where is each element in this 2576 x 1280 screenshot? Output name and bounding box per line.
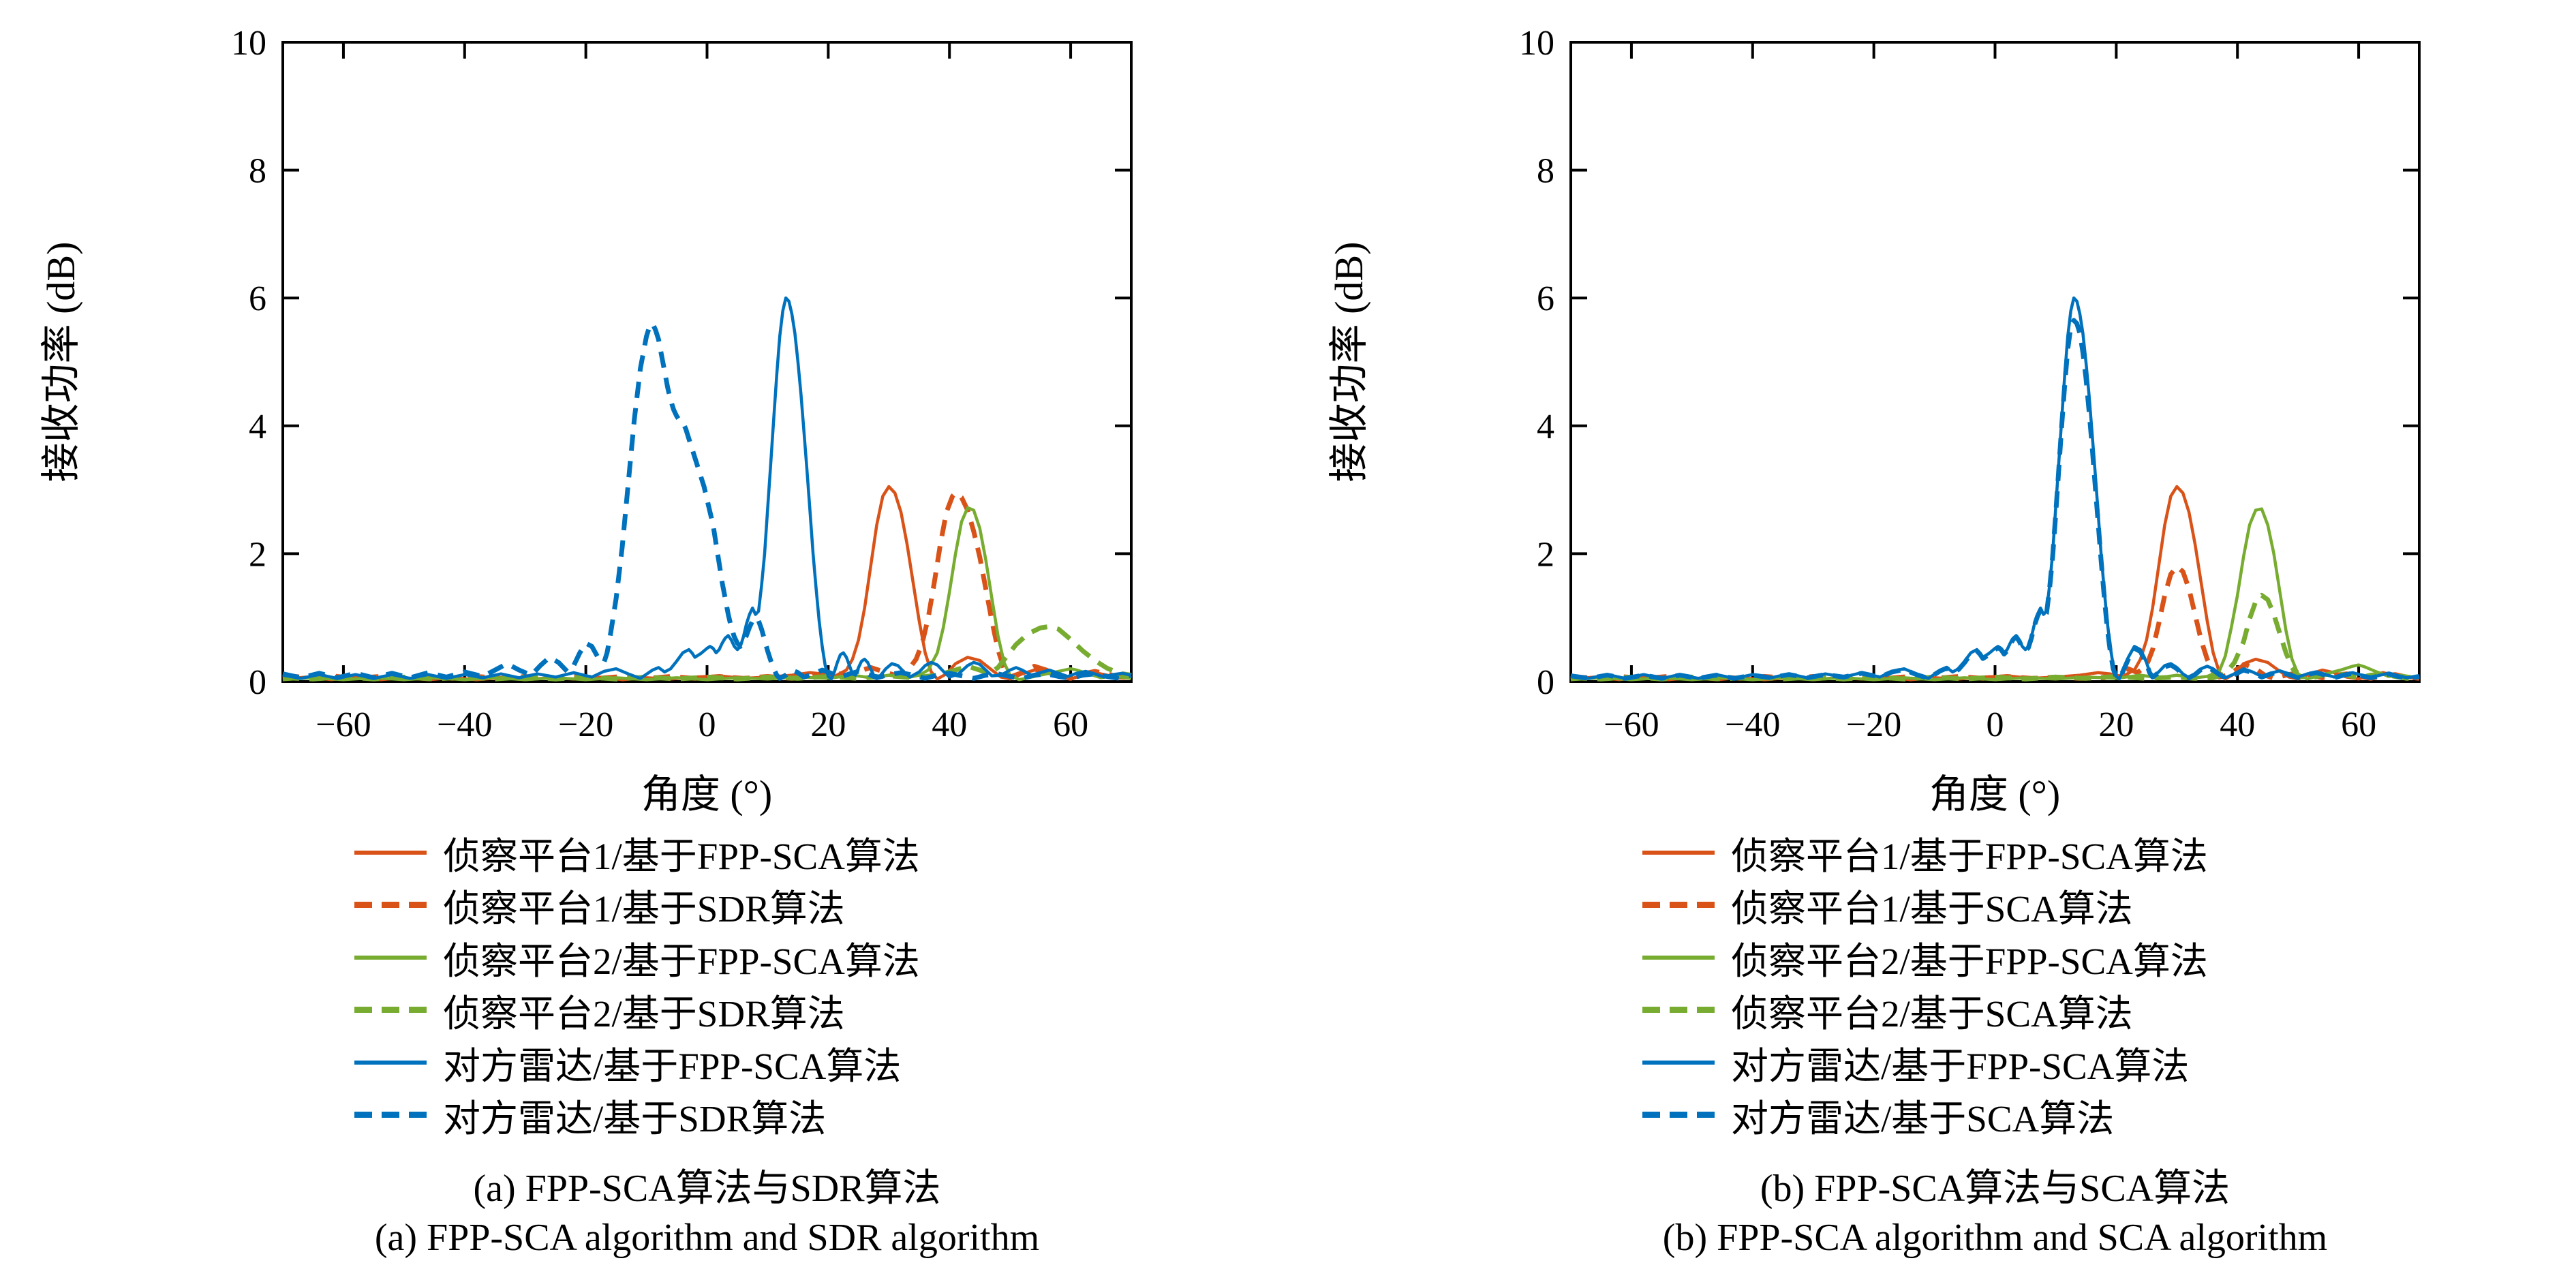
legend-label: 侦察平台2/基于FPP-SCA算法 <box>443 940 920 982</box>
legend-item: 对方雷达/基于FPP-SCA算法 <box>354 1036 1288 1088</box>
panel-b: −60 −40 −20 0 20 40 60 0 2 4 6 8 10 接收功率 (dB) 角度 (°)… <box>1288 0 2576 1262</box>
y-axis-label: 接收功率 (dB) <box>1327 241 1371 483</box>
y-tick-label: 4 <box>249 408 266 446</box>
legend-label: 侦察平台2/基于SCA算法 <box>1731 992 2133 1035</box>
x-tick-label: 20 <box>810 705 846 744</box>
series-line <box>282 506 1132 682</box>
chart-b: −60 −40 −20 0 20 40 60 0 2 4 6 8 10 接收功率 (dB) 角度 (°) <box>1288 0 2576 825</box>
x-tick-label: 60 <box>1053 705 1088 744</box>
y-tick-label: 8 <box>249 152 266 191</box>
y-tick-label: 4 <box>1537 408 1554 446</box>
x-axis-label: 角度 (°) <box>641 772 773 817</box>
legend-b: 侦察平台1/基于FPP-SCA算法 侦察平台1/基于SCA算法 侦察平台2/基于… <box>1642 826 2576 1141</box>
legend-item: 侦察平台2/基于SDR算法 <box>354 984 1288 1036</box>
panel-a: −60 −40 −20 0 20 40 60 0 2 4 6 8 10 接收功率 (dB) 角度 (°)… <box>0 0 1288 1262</box>
plot-frame <box>281 41 1133 683</box>
legend-label: 对方雷达/基于SCA算法 <box>1731 1097 2115 1140</box>
legend-line-sample <box>354 850 427 855</box>
series-line <box>282 485 1132 682</box>
legend-line-sample <box>1642 1007 1715 1013</box>
legend-line-sample <box>1642 1060 1715 1065</box>
legend-item: 侦察平台1/基于FPP-SCA算法 <box>354 826 1288 879</box>
legend-item: 侦察平台1/基于FPP-SCA算法 <box>1642 826 2576 879</box>
legend-item: 侦察平台2/基于SCA算法 <box>1642 984 2576 1036</box>
series-line <box>1570 507 2420 682</box>
y-tick-label: 0 <box>249 663 266 702</box>
legend-label: 侦察平台1/基于FPP-SCA算法 <box>1731 835 2208 877</box>
x-tick-label: 0 <box>699 705 716 744</box>
legend-line-sample <box>354 1060 427 1065</box>
x-tick-label: −40 <box>437 705 492 744</box>
series-line <box>282 321 1132 681</box>
series-line <box>282 296 1132 681</box>
legend-label: 侦察平台1/基于SDR算法 <box>443 887 845 930</box>
y-tick-label: 10 <box>1519 24 1554 63</box>
x-tick-label: −60 <box>316 705 371 744</box>
x-tick-label: 40 <box>932 705 967 744</box>
legend-item: 对方雷达/基于FPP-SCA算法 <box>1642 1036 2576 1088</box>
legend-line-sample <box>1642 902 1715 908</box>
legend-label: 对方雷达/基于SDR算法 <box>443 1097 827 1140</box>
legend-line-sample <box>354 955 427 960</box>
x-tick-label: 0 <box>1987 705 2004 744</box>
series-line <box>282 490 1132 681</box>
caption-en: (b) FPP-SCA algorithm and SCA algorithm <box>1662 1217 2328 1259</box>
chart-b-canvas: −60 −40 −20 0 20 40 60 0 2 4 6 8 10 <box>1519 24 2421 744</box>
y-axis-label: 接收功率 (dB) <box>39 241 83 483</box>
x-tick-label: −20 <box>558 705 613 744</box>
y-tick-label: 6 <box>249 279 266 318</box>
y-tick-label: 0 <box>1537 663 1554 702</box>
legend-item: 对方雷达/基于SCA算法 <box>1642 1088 2576 1141</box>
series-line <box>1570 485 2420 682</box>
legend-item: 侦察平台1/基于SDR算法 <box>354 879 1288 931</box>
legend-line-sample <box>1642 850 1715 855</box>
legend-line-sample <box>354 1007 427 1013</box>
chart-a: −60 −40 −20 0 20 40 60 0 2 4 6 8 10 接收功率 (dB) 角度 (°) <box>0 0 1288 825</box>
plot-frame <box>1569 41 2421 683</box>
legend-line-sample <box>354 1112 427 1118</box>
x-axis-label: 角度 (°) <box>1929 772 2061 817</box>
legend-item: 侦察平台1/基于SCA算法 <box>1642 879 2576 931</box>
legend-line-sample <box>1642 1112 1715 1118</box>
legend-item: 侦察平台2/基于FPP-SCA算法 <box>1642 931 2576 984</box>
series-line <box>1570 296 2420 681</box>
legend-label: 侦察平台1/基于SCA算法 <box>1731 887 2133 930</box>
legend-label: 侦察平台1/基于FPP-SCA算法 <box>443 835 920 877</box>
legend-item: 对方雷达/基于SDR算法 <box>354 1088 1288 1141</box>
caption-en: (a) FPP-SCA algorithm and SDR algorithm <box>374 1217 1040 1259</box>
y-tick-label: 2 <box>1537 535 1554 574</box>
y-tick-label: 10 <box>231 24 266 63</box>
chart-a-canvas: −60 −40 −20 0 20 40 60 0 2 4 6 8 10 <box>231 24 1133 744</box>
legend-label: 侦察平台2/基于SDR算法 <box>443 992 845 1035</box>
x-tick-label: −60 <box>1604 705 1659 744</box>
legend-a: 侦察平台1/基于FPP-SCA算法 侦察平台1/基于SDR算法 侦察平台2/基于… <box>354 826 1288 1141</box>
x-tick-label: −40 <box>1725 705 1780 744</box>
y-tick-label: 2 <box>249 535 266 574</box>
legend-label: 对方雷达/基于FPP-SCA算法 <box>1731 1045 2190 1087</box>
series-line <box>1570 318 2420 681</box>
legend-line-sample <box>1642 955 1715 960</box>
caption-zh: (a) FPP-SCA算法与SDR算法 <box>473 1168 941 1210</box>
x-tick-label: 60 <box>2341 705 2376 744</box>
legend-line-sample <box>354 902 427 908</box>
legend-label: 侦察平台2/基于FPP-SCA算法 <box>1731 940 2208 982</box>
x-tick-label: 40 <box>2220 705 2255 744</box>
legend-item: 侦察平台2/基于FPP-SCA算法 <box>354 931 1288 984</box>
y-tick-label: 6 <box>1537 279 1554 318</box>
series-line <box>1570 592 2420 682</box>
y-tick-label: 8 <box>1537 152 1554 191</box>
captions-a: (a) FPP-SCA算法与SDR算法 (a) FPP-SCA algorith… <box>283 1164 1131 1262</box>
legend-label: 对方雷达/基于FPP-SCA算法 <box>443 1045 902 1087</box>
x-tick-label: −20 <box>1846 705 1901 744</box>
captions-b: (b) FPP-SCA算法与SCA算法 (b) FPP-SCA algorith… <box>1571 1164 2419 1262</box>
x-tick-label: 20 <box>2098 705 2134 744</box>
caption-zh: (b) FPP-SCA算法与SCA算法 <box>1760 1168 2230 1210</box>
